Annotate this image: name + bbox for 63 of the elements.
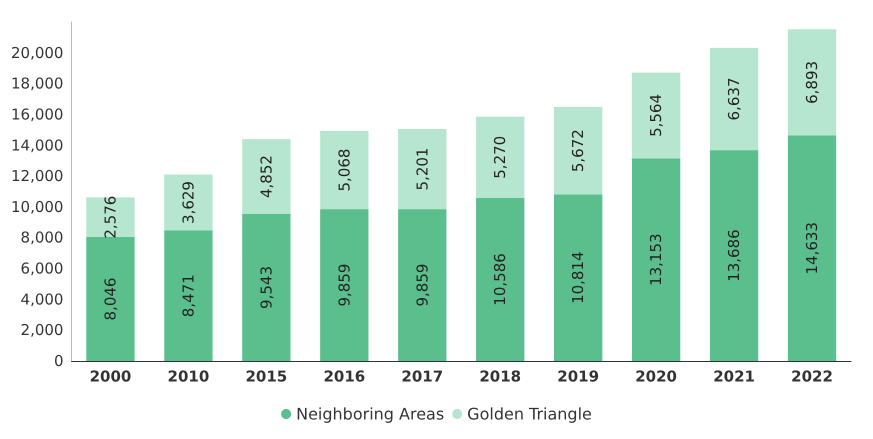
x-tick-label: 2020: [635, 368, 677, 386]
data-label: 5,270: [491, 136, 510, 179]
data-label: 6,637: [725, 78, 744, 120]
y-tick-label: 8,000: [20, 228, 64, 247]
data-label: 8,471: [179, 274, 198, 318]
x-tick-label: 2015: [245, 368, 288, 386]
y-tick-label: 2,000: [20, 321, 64, 340]
bar: [86, 237, 135, 361]
data-label: 14,633: [803, 222, 822, 275]
y-tick-label: 14,000: [10, 136, 64, 154]
bar: [632, 72, 680, 158]
y-tick-label: 10,000: [10, 198, 64, 216]
bar: [164, 174, 213, 230]
bar: [398, 128, 446, 210]
bar: [86, 197, 135, 238]
x-tick-label: 2017: [401, 368, 444, 386]
x-tick-label: 2022: [791, 368, 833, 386]
data-label: 4,852: [257, 155, 276, 198]
data-label: 5,201: [413, 148, 432, 190]
data-label: 13,153: [647, 233, 666, 286]
y-tick-label: 4,000: [20, 290, 64, 308]
bar: [710, 150, 758, 361]
data-label: 10,586: [491, 253, 510, 306]
y-tick-label: 18,000: [10, 74, 64, 93]
data-label: 6,893: [803, 60, 822, 104]
data-label: 3,629: [179, 181, 198, 224]
bar: [398, 209, 446, 361]
y-tick-label: 6,000: [20, 260, 64, 278]
x-tick-label: 2016: [323, 368, 366, 386]
legend-label: Neighboring Areas: [296, 404, 444, 424]
data-label: 9,543: [257, 266, 276, 309]
bar: [554, 106, 602, 194]
x-tick-label: 2019: [557, 368, 600, 386]
bar: [476, 116, 524, 198]
bar: [632, 158, 680, 361]
data-label: 9,859: [335, 264, 354, 307]
y-tick-label: 20,000: [10, 44, 64, 62]
legend-label: Golden Triangle: [467, 404, 592, 424]
bar: [242, 214, 291, 361]
bar: [242, 139, 291, 214]
y-tick-label: 16,000: [10, 105, 64, 124]
bar: [554, 194, 602, 361]
data-label: 8,046: [101, 278, 120, 320]
data-label: 2,576: [101, 196, 120, 239]
bar: [320, 209, 368, 361]
bar: [710, 48, 758, 150]
data-label: 5,564: [647, 94, 666, 137]
x-tick-label: 2010: [168, 368, 210, 386]
data-label: 9,859: [413, 264, 432, 307]
x-tick-label: 2018: [479, 368, 522, 386]
bar: [164, 230, 213, 361]
data-label: 13,686: [725, 229, 744, 282]
data-label: 10,814: [569, 251, 588, 304]
y-tick-label: 12,000: [10, 167, 64, 186]
bar: [476, 198, 524, 361]
x-tick-label: 2000: [90, 368, 132, 386]
bar: [788, 136, 836, 361]
bar: [320, 130, 368, 210]
data-label: 5,068: [335, 148, 354, 192]
y-tick-label: 0: [54, 352, 64, 370]
x-tick-label: 2021: [713, 368, 755, 386]
bar: [788, 29, 836, 136]
data-label: 5,672: [569, 129, 588, 172]
